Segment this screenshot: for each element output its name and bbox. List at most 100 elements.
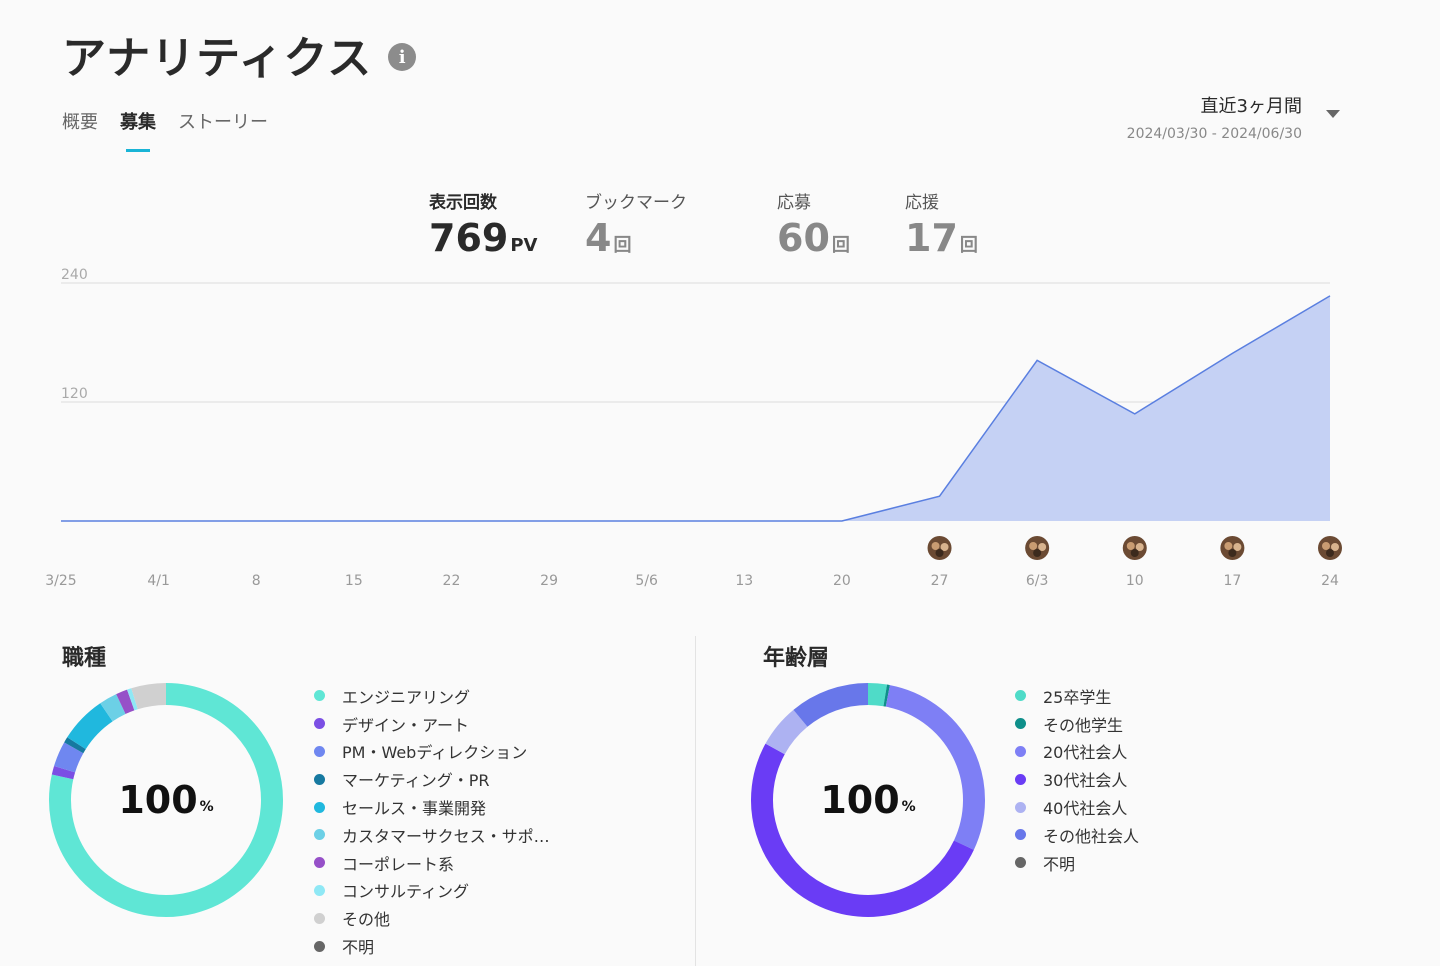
- tab-story[interactable]: ストーリー: [178, 112, 268, 133]
- legend-label: その他社会人: [1043, 826, 1140, 846]
- x-tick-label: 4/1: [147, 573, 170, 589]
- legend-label: セールス・事業開発: [342, 799, 487, 819]
- y-tick-label: 240: [61, 267, 88, 283]
- donut-segment[interactable]: [131, 683, 167, 710]
- x-tick-label: 10: [1126, 573, 1144, 589]
- donut-segment[interactable]: [100, 694, 126, 722]
- legend-item[interactable]: デザイン・アート: [314, 710, 550, 738]
- donut-segment[interactable]: [127, 688, 138, 711]
- legend-item[interactable]: 20代社会人: [1015, 738, 1139, 766]
- donut-center-value: 100: [820, 778, 900, 822]
- x-tick-label: 24: [1321, 573, 1339, 589]
- legend-item[interactable]: エンジニアリング: [314, 682, 550, 710]
- tab-recruitment[interactable]: 募集: [120, 108, 156, 152]
- x-tick-label: 5/6: [635, 573, 658, 589]
- legend-item[interactable]: 不明: [1015, 849, 1139, 877]
- legend-label: エンジニアリング: [342, 687, 471, 707]
- x-tick-label: 22: [443, 573, 461, 589]
- legend-item[interactable]: カスタマーサクセス・サポ…: [314, 821, 550, 849]
- legend-dot-icon: [314, 690, 325, 702]
- legend-label: 20代社会人: [1043, 743, 1128, 763]
- donut-segment[interactable]: [751, 743, 974, 917]
- series-line: [61, 295, 1331, 522]
- stat-value: 4: [585, 216, 612, 260]
- legend-dot-icon: [1015, 690, 1026, 702]
- legend-dot-icon: [314, 940, 325, 952]
- donut-segment[interactable]: [765, 709, 808, 755]
- legend-item[interactable]: その他: [314, 904, 550, 932]
- legend-item[interactable]: 不明: [314, 932, 550, 960]
- period-label: 直近3ヶ月間: [1200, 96, 1302, 117]
- chevron-down-icon[interactable]: [1326, 110, 1340, 118]
- legend-item[interactable]: その他社会人: [1015, 821, 1139, 849]
- legend-item[interactable]: セールス・事業開発: [314, 793, 550, 821]
- legend-item[interactable]: コンサルティング: [314, 877, 550, 905]
- legend-label: 不明: [342, 938, 375, 958]
- x-tick-label: 13: [735, 573, 753, 589]
- stat-unit: 回: [831, 235, 850, 256]
- legend-item[interactable]: その他学生: [1015, 710, 1139, 738]
- legend-item[interactable]: 25卒学生: [1015, 682, 1139, 710]
- legend-label: カスタマーサクセス・サポ…: [342, 826, 550, 846]
- legend-dot-icon: [1015, 773, 1026, 785]
- legend-item[interactable]: 40代社会人: [1015, 793, 1139, 821]
- section-title: 年齢層: [763, 646, 830, 671]
- legend-dot-icon: [1015, 857, 1026, 869]
- legend-item[interactable]: コーポレート系: [314, 849, 550, 877]
- stat-applications: 応募 60 回: [777, 188, 850, 257]
- stat-unit: 回: [959, 235, 978, 256]
- donut-segment[interactable]: [116, 689, 135, 715]
- age-groups-legend: 25卒学生その他学生 20代社会人 30代社会人 40代社会人 その他社会人不明: [1015, 682, 1139, 877]
- stat-cheers: 応援 17 回: [905, 188, 978, 257]
- x-tick-label: 17: [1223, 573, 1241, 589]
- x-tick-label: 29: [540, 573, 558, 589]
- job-types-section: 職種: [62, 640, 106, 672]
- stat-views: 表示回数 769 PV: [429, 188, 537, 257]
- section-divider: [695, 636, 696, 966]
- legend-label: マーケティング・PR: [342, 771, 490, 791]
- stat-unit: PV: [510, 235, 538, 256]
- donut-segment[interactable]: [867, 683, 888, 707]
- donut-segment[interactable]: [51, 765, 76, 780]
- donut-center-unit: %: [901, 799, 916, 815]
- tab-overview[interactable]: 概要: [62, 112, 98, 133]
- legend-label: その他学生: [1043, 715, 1124, 735]
- stat-label: 応募: [777, 193, 811, 213]
- avatar-marker-icon[interactable]: [1122, 536, 1147, 560]
- donut-segment[interactable]: [54, 742, 84, 773]
- legend-label: コンサルティング: [342, 882, 470, 902]
- legend-dot-icon: [1015, 718, 1026, 730]
- donut-segment[interactable]: [64, 737, 86, 754]
- stat-unit: 回: [613, 235, 632, 256]
- avatar-marker-icon[interactable]: [1220, 536, 1245, 560]
- x-tick-label: 8: [252, 573, 261, 589]
- tab-bar: 概要 募集 ストーリー: [62, 108, 268, 152]
- title-row: アナリティクス i: [62, 22, 417, 86]
- donut-segment[interactable]: [67, 703, 113, 750]
- period-selector[interactable]: 直近3ヶ月間 2024/03/30 - 2024/06/30: [1127, 92, 1340, 142]
- donut-segment[interactable]: [49, 683, 283, 917]
- avatar-marker-icon[interactable]: [1025, 536, 1050, 560]
- avatar-marker-icon[interactable]: [927, 536, 952, 560]
- donut-segment[interactable]: [885, 685, 985, 850]
- age-groups-section: 年齢層: [763, 640, 829, 672]
- legend-dot-icon: [314, 912, 325, 924]
- age-groups-donut-chart: [751, 683, 985, 917]
- stat-label: 表示回数: [429, 193, 497, 213]
- legend-label: 30代社会人: [1043, 771, 1128, 791]
- legend-label: 40代社会人: [1043, 799, 1128, 819]
- job-types-donut-chart: [49, 683, 283, 917]
- legend-label: デザイン・アート: [342, 715, 470, 735]
- legend-item[interactable]: PM・Webディレクション: [314, 738, 550, 766]
- job-types-legend: エンジニアリング デザイン・アート PM・Webディレクションマーケティング・PR セ…: [314, 682, 550, 960]
- legend-dot-icon: [1015, 829, 1026, 841]
- legend-item[interactable]: 30代社会人: [1015, 765, 1139, 793]
- legend-item[interactable]: マーケティング・PR: [314, 765, 550, 793]
- legend-label: 25卒学生: [1043, 687, 1112, 707]
- avatar-marker-icon[interactable]: [1318, 536, 1342, 560]
- stat-label: 応援: [905, 193, 939, 213]
- donut-segment[interactable]: [793, 683, 869, 728]
- stat-value: 60: [777, 216, 830, 260]
- info-icon[interactable]: i: [388, 43, 417, 71]
